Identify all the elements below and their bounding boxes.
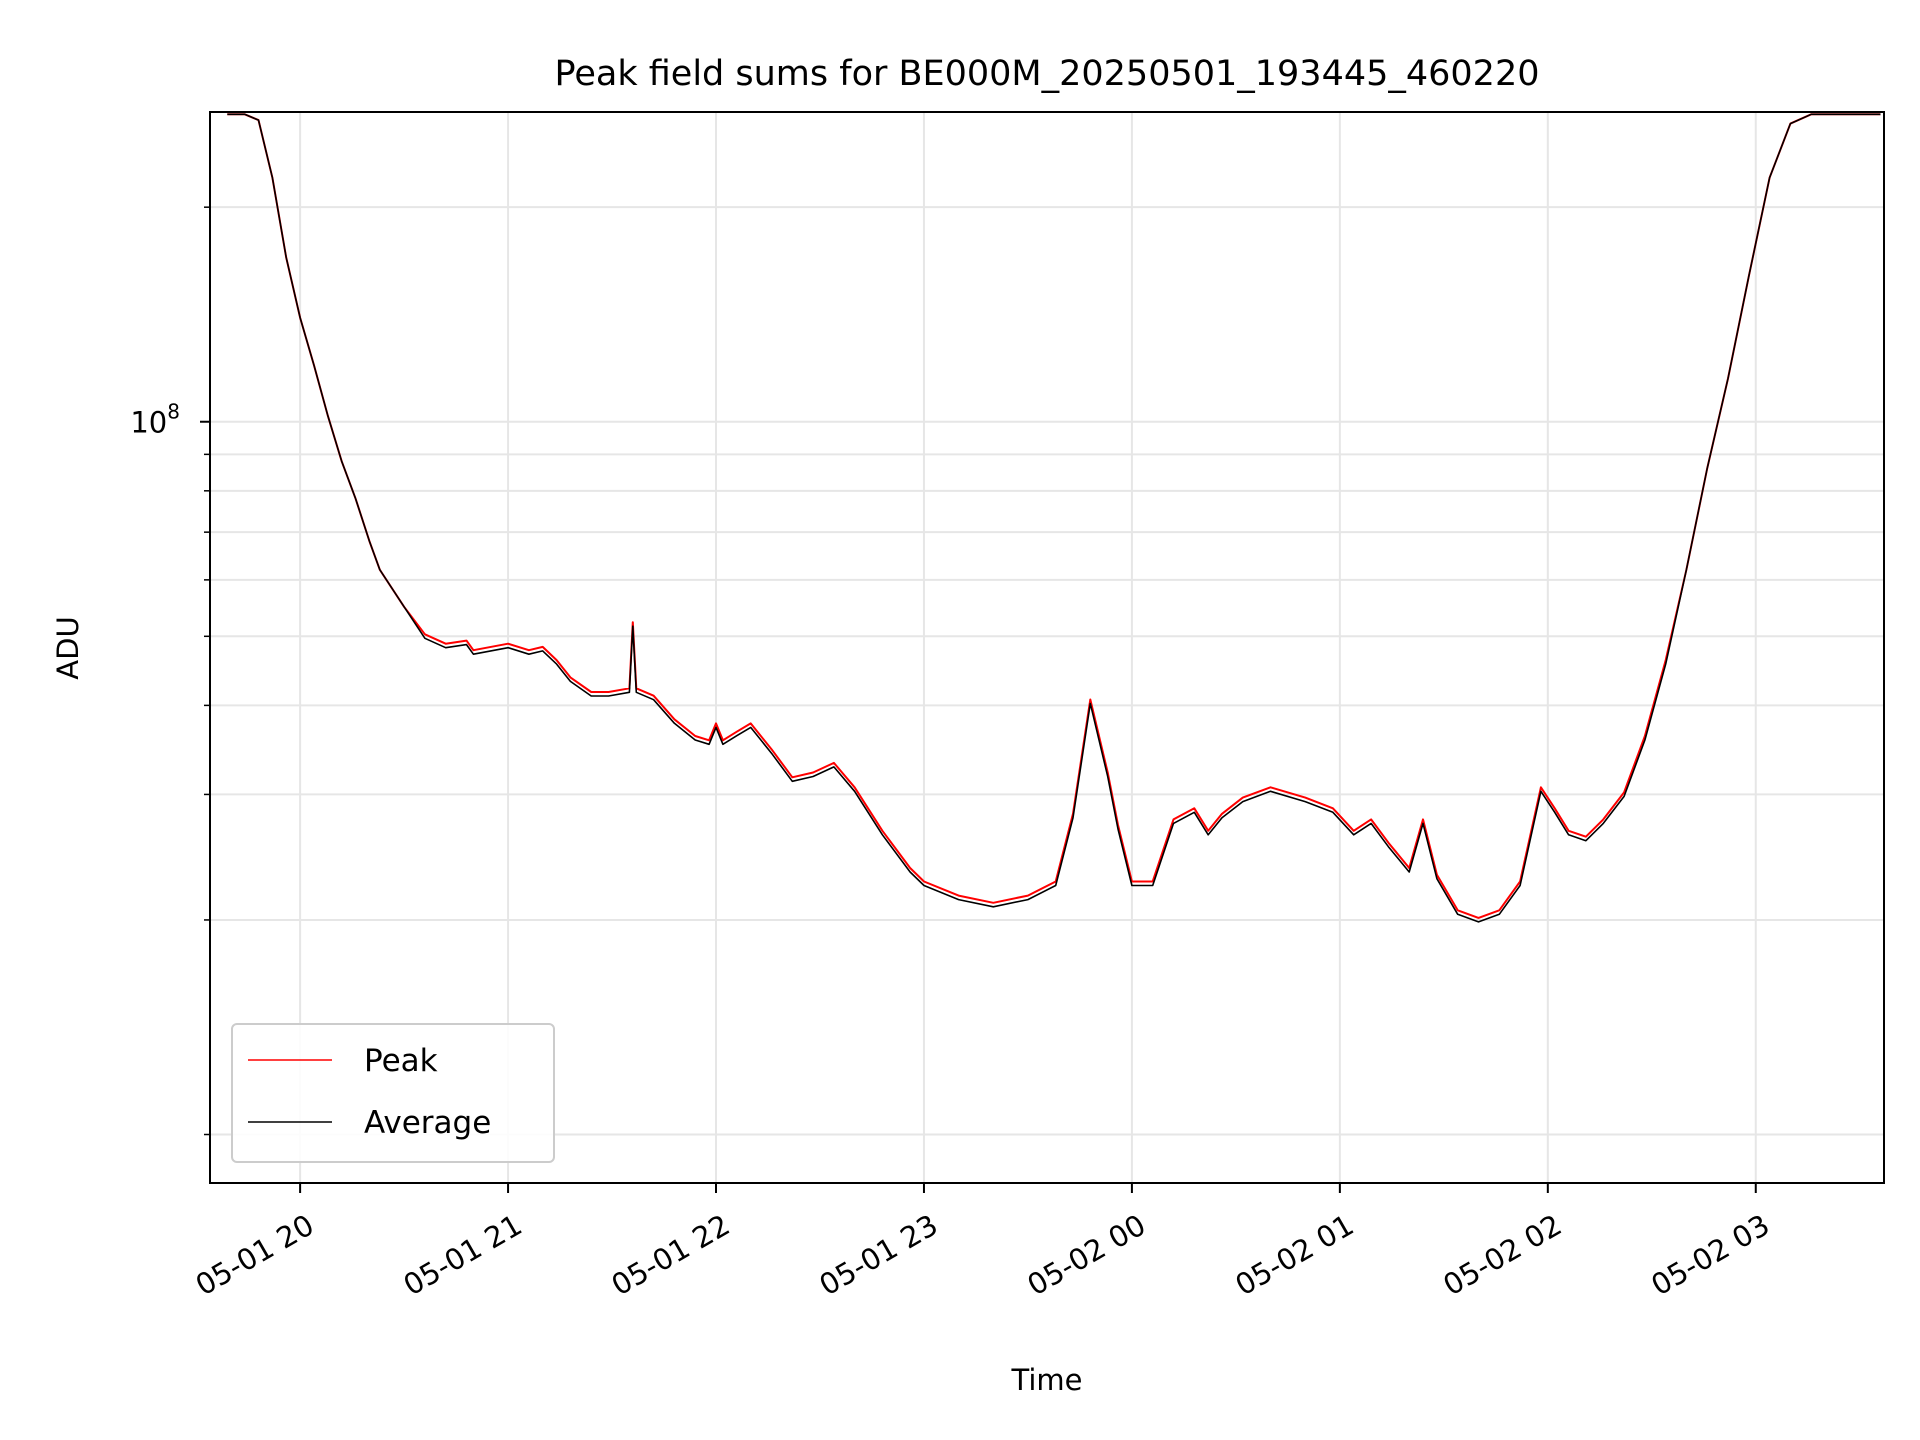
y-axis-label: ADU [51, 616, 85, 679]
legend-label-peak: Peak [364, 1043, 438, 1079]
chart-title: Peak field sums for BE000M_20250501_1934… [555, 54, 1540, 94]
plot-frame [209, 111, 1885, 1184]
legend-box [231, 1023, 555, 1163]
series-line-peak [227, 113, 1881, 919]
series-line-average [227, 113, 1881, 923]
x-axis-label: Time [1011, 1363, 1083, 1397]
legend-label-average: Average [364, 1105, 491, 1141]
y-axis: 108 [130, 206, 210, 1136]
legend: Peak Average [231, 1023, 555, 1163]
y-tick-label: 108 [130, 400, 180, 440]
series-layer [227, 113, 1881, 923]
